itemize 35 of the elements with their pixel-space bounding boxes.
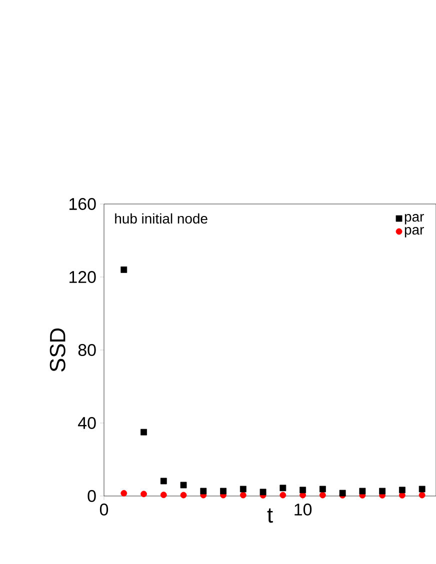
- point: [280, 492, 286, 498]
- point: [418, 486, 426, 492]
- point: [120, 266, 128, 273]
- annotation: hub initial node: [115, 213, 208, 224]
- point: [120, 490, 128, 496]
- point: [140, 428, 147, 436]
- y-tick-label: 160: [70, 198, 96, 210]
- point: [418, 492, 426, 498]
- point: [140, 490, 147, 498]
- point: [319, 486, 326, 492]
- point: [379, 488, 386, 494]
- point: [220, 488, 226, 494]
- point: [200, 488, 207, 494]
- point: [300, 486, 306, 494]
- x-tick-label: 10: [294, 504, 312, 516]
- point: [160, 492, 167, 498]
- y-tick-label: 0: [88, 490, 96, 502]
- legend-label: par: [404, 214, 424, 224]
- point: [339, 490, 346, 496]
- point: [260, 488, 266, 496]
- point: [160, 478, 167, 484]
- point: [180, 482, 187, 488]
- point: [359, 488, 366, 494]
- y-tick-label: 40: [78, 417, 96, 429]
- point: [240, 492, 246, 498]
- point: [180, 492, 187, 498]
- y-tick-label: 80: [78, 344, 96, 356]
- x-axis-title: t: [267, 508, 273, 523]
- point: [240, 486, 246, 492]
- point: [280, 484, 286, 492]
- point: [399, 486, 406, 494]
- point: [319, 492, 326, 498]
- y-axis-title: SSD: [50, 328, 66, 372]
- legend-label: par: [404, 226, 424, 238]
- y-tick-label: 120: [70, 271, 96, 283]
